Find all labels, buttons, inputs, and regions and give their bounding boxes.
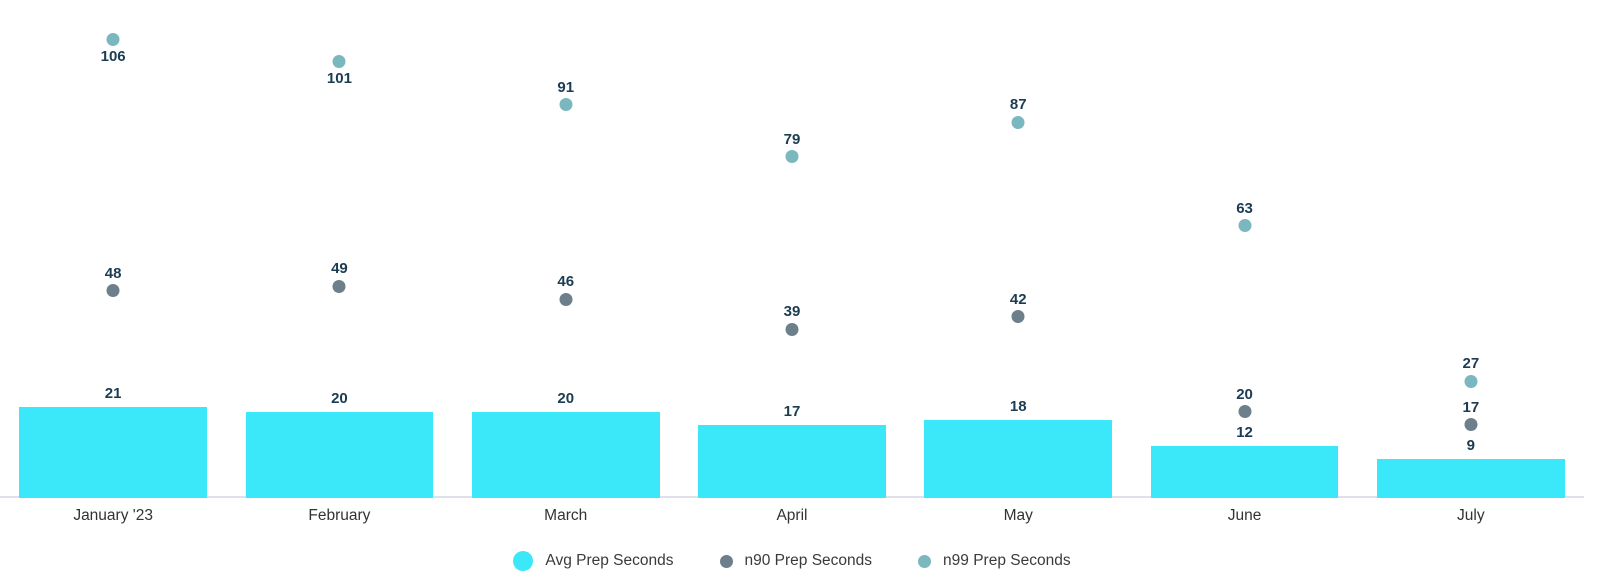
n99-prep-seconds-dot[interactable] xyxy=(1238,219,1252,233)
n90-prep-seconds-dot[interactable] xyxy=(332,279,346,293)
n90-prep-seconds-dot[interactable] xyxy=(785,322,799,336)
n90-prep-seconds-dot[interactable] xyxy=(1011,310,1025,323)
legend-label: Avg Prep Seconds xyxy=(545,552,674,569)
legend: Avg Prep Seconds n90 Prep Seconds n99 Prep… xyxy=(0,551,1584,571)
avg-prep-seconds-bar[interactable] xyxy=(924,420,1113,498)
x-axis: January '23 February March April May June July xyxy=(0,498,1584,525)
legend-label: n99 Prep Seconds xyxy=(943,552,1071,569)
n90-prep-seconds-dot[interactable] xyxy=(1464,418,1478,432)
legend-label: n90 Prep Seconds xyxy=(744,552,873,569)
x-axis-label: July xyxy=(1457,507,1485,524)
point-value-label: 17 xyxy=(1462,398,1480,416)
n90-prep-seconds-dot[interactable] xyxy=(559,292,573,306)
x-axis-label: February xyxy=(308,507,371,524)
n99-prep-seconds-dot[interactable] xyxy=(1011,115,1025,129)
point-value-label: 106 xyxy=(100,47,126,65)
point-value-label: 91 xyxy=(557,78,575,96)
avg-prep-seconds-bar[interactable] xyxy=(19,407,208,498)
point-value-label: 79 xyxy=(783,130,801,148)
n99-prep-seconds-dot[interactable] xyxy=(1464,374,1478,388)
chart-column-1: 21 48 106 xyxy=(0,14,226,498)
bar-value-label: 20 xyxy=(331,389,348,407)
x-axis-label: March xyxy=(544,507,588,524)
avg-prep-seconds-bar[interactable] xyxy=(698,424,886,498)
bar-value-label: 21 xyxy=(104,385,122,403)
x-axis-label: January '23 xyxy=(73,507,153,524)
point-value-label: 27 xyxy=(1462,355,1480,373)
chart-column-5: 18 42 87 xyxy=(905,14,1131,498)
point-value-label: 42 xyxy=(1009,290,1027,308)
legend-item-n99-prep-seconds[interactable]: n99 Prep Seconds xyxy=(918,552,1071,570)
avg-prep-seconds-bar[interactable] xyxy=(1150,446,1339,498)
chart-column-2: 20 49 101 xyxy=(226,14,452,498)
bar-value-label: 20 xyxy=(557,389,575,407)
x-axis-label: June xyxy=(1227,507,1262,524)
x-axis-label: May xyxy=(1003,507,1033,524)
plot-area: 21 48 106 20 49 101 20 46 91 17 39 79 18 42 87 12 20 63 9 1… xyxy=(0,14,1584,498)
chart-column-6: 12 20 63 xyxy=(1131,14,1357,498)
point-value-label: 87 xyxy=(1009,96,1027,114)
bar-value-label: 18 xyxy=(1009,398,1027,416)
point-value-label: 49 xyxy=(331,260,348,278)
point-value-label: 39 xyxy=(783,303,801,321)
n90-prep-seconds-dot[interactable] xyxy=(1238,405,1252,419)
point-value-label: 48 xyxy=(104,264,122,282)
avg-prep-seconds-bar[interactable] xyxy=(1376,459,1565,498)
bar-value-label: 17 xyxy=(783,402,801,420)
point-value-label: 46 xyxy=(557,273,575,291)
avg-prep-seconds-bar[interactable] xyxy=(245,411,434,498)
bar-value-label: 12 xyxy=(1236,424,1253,442)
legend-item-n90-prep-seconds[interactable]: n90 Prep Seconds xyxy=(719,552,873,570)
chart-column-3: 20 46 91 xyxy=(453,14,679,498)
point-value-label: 63 xyxy=(1236,199,1253,217)
chart-column-4: 17 39 79 xyxy=(679,14,905,498)
n99-prep-seconds-dot[interactable] xyxy=(559,98,573,112)
legend-dot-icon xyxy=(719,554,733,568)
x-axis-label: April xyxy=(776,507,808,524)
bar-value-label: 9 xyxy=(1466,437,1475,455)
avg-prep-seconds-bar[interactable] xyxy=(471,411,660,498)
chart-column-7: 9 17 27 xyxy=(1358,14,1584,498)
legend-dot-icon xyxy=(918,554,932,568)
legend-item-avg-prep-seconds[interactable]: Avg Prep Seconds xyxy=(513,551,674,571)
point-value-label: 20 xyxy=(1236,385,1253,403)
n99-prep-seconds-dot[interactable] xyxy=(106,33,120,47)
n99-prep-seconds-dot[interactable] xyxy=(332,55,346,69)
n90-prep-seconds-dot[interactable] xyxy=(106,284,120,298)
n99-prep-seconds-dot[interactable] xyxy=(785,150,799,164)
point-value-label: 101 xyxy=(326,69,352,87)
legend-dot-icon xyxy=(513,551,534,571)
